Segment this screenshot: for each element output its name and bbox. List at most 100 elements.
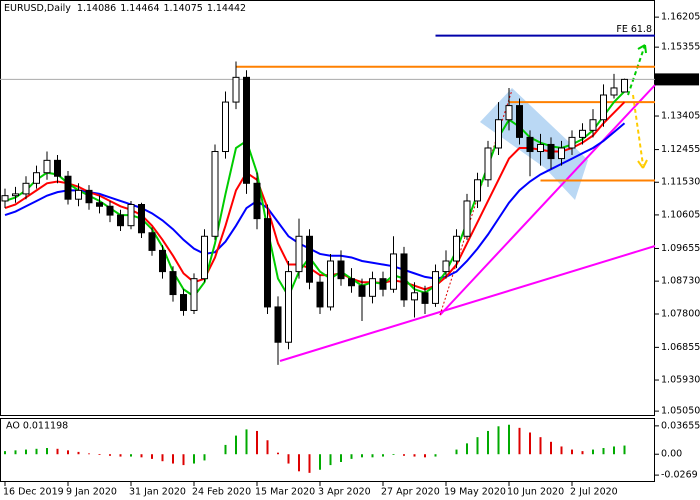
candle-body [33,172,40,184]
x-tick-label: 9 Jan 2020 [66,487,117,498]
candle-body [379,278,387,290]
candle-body [54,159,61,177]
y-tick-label: 1.06855 [661,342,700,353]
candle-body [85,189,93,204]
candle-body [64,175,72,200]
forecast-arrow [637,44,647,54]
candle-body [358,285,366,297]
x-tick-label: 31 Jan 2020 [129,487,186,498]
candle-body [180,294,187,311]
symbol: EURUSD,Daily [4,3,71,14]
candle-body [484,147,492,181]
candle-body [610,87,618,96]
candle-body [442,260,450,273]
forecast-arrow [637,159,648,169]
y-tick-label: 1.15355 [661,42,700,53]
candle-body [1,195,9,202]
indicator-panel [0,418,655,482]
indicator-tick-label: 0.036558 [661,420,700,431]
candle-body [306,235,313,283]
candle-body [117,214,124,227]
candle-body [274,306,282,343]
candle-body [190,278,198,311]
candle-body [75,189,82,200]
candle-body [264,218,271,308]
indicator-title: AO 0.011198 [6,421,68,432]
ohlc-close: 1.14442 [207,3,246,14]
x-tick-label: 10 Jun 2020 [507,487,564,498]
candle-body [621,78,628,93]
candle-body [127,203,135,227]
candle-body [148,232,156,251]
y-tick-label: 1.07800 [661,308,700,319]
candle-body [243,76,250,184]
candle-body [211,151,219,237]
candle-body [390,253,397,290]
candle-body [295,235,303,273]
y-tick-label: 1.11530 [661,177,700,188]
x-tick-label: 16 Dec 2019 [3,487,64,498]
candle-body [421,292,429,304]
x-tick-label: 15 Mar 2020 [255,487,315,498]
y-tick-label: 1.16205 [661,12,700,23]
ohlc-high: 1.14464 [120,3,159,14]
chart-title: EURUSD,Daily 1.14086 1.14464 1.14075 1.14442 [4,3,246,14]
candle-body [547,143,555,160]
y-tick-label: 1.05930 [661,375,700,386]
plot-layer: 1.16205 1.15355 1.13405 1.12455 1.11530 1.106… [0,12,700,498]
candle-body [495,119,502,149]
x-tick-label: 3 Apr 2020 [318,487,371,498]
candle-body [285,271,292,343]
candle-body [348,278,355,287]
ohlc-low: 1.14075 [164,3,203,14]
ohlc-open: 1.14086 [77,3,116,14]
candle-body [22,182,30,195]
candle-body [232,76,240,103]
current-price-box [655,73,699,86]
current-price-label: 1.14442 [657,74,696,85]
y-tick-label: 1.12455 [661,144,700,155]
candle-body [369,278,376,297]
candle-body [579,129,586,138]
trend-line [439,84,656,316]
candle-body [453,235,460,262]
candle-body [138,203,145,234]
candle-body [106,205,114,216]
candle-body [589,119,597,131]
candle-body [222,101,229,153]
candle-body [537,143,544,153]
forecast-arrow [627,44,646,96]
price-panel [0,0,655,416]
candle-body [474,179,481,202]
candle-body [96,202,103,207]
trend-line [279,245,656,362]
y-tick-label: 1.05050 [661,406,700,417]
candle-body [600,94,607,121]
candle-body [201,235,208,280]
candle-body [337,260,345,280]
candle-body [400,253,408,301]
moving-average [4,122,626,280]
y-tick-label: 1.08730 [661,276,700,287]
candle-body [463,200,471,237]
candle-body [43,159,51,174]
candle-body [316,281,324,308]
candle-body [327,260,334,308]
candle-body [516,105,523,138]
candle-body [526,136,534,153]
level-label: FE 61.8 [616,24,652,35]
candle-body [12,193,19,197]
candle-body [159,249,166,273]
candle-body [558,147,565,160]
forecast-arrow [632,94,644,166]
candle-body [411,292,418,301]
x-tick-label: 24 Feb 2020 [192,487,251,498]
candle-body [505,105,513,121]
indicator-tick-label: -0.0269 [661,470,698,481]
y-tick-label: 1.09655 [661,243,700,254]
candle-body [169,271,177,296]
indicator-tick-label: 0.00 [661,449,682,460]
candle-body [253,182,261,220]
y-tick-label: 1.10605 [661,209,700,220]
